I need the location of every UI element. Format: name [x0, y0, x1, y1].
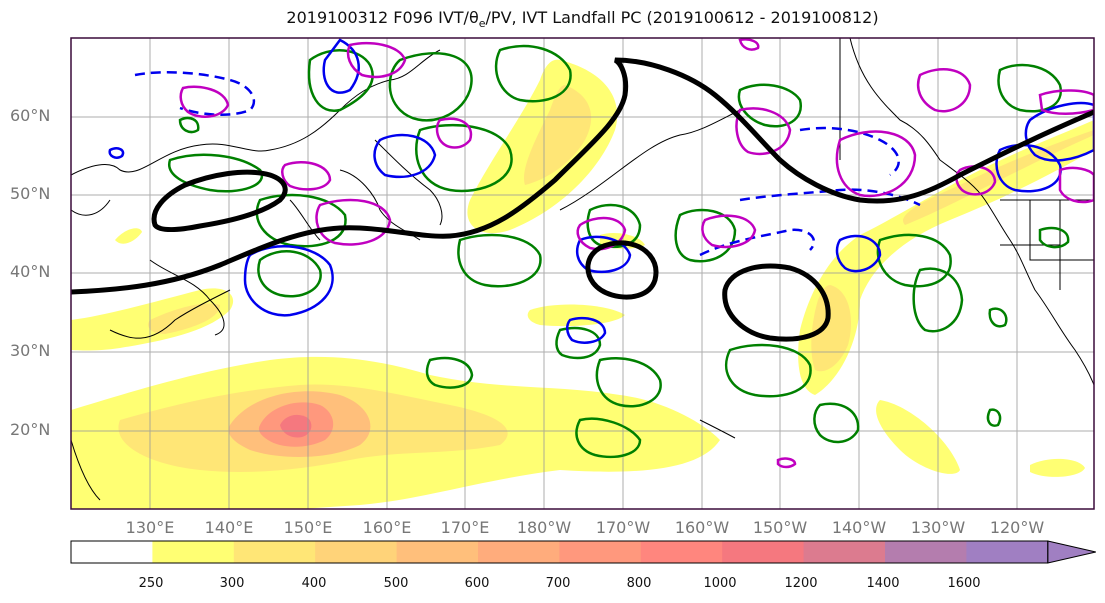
lon-label-150w: 150°W	[752, 518, 808, 537]
colorbar	[70, 540, 1096, 564]
lon-label-120w: 120°W	[989, 518, 1045, 537]
colorbar-segment	[478, 541, 560, 563]
lon-label-160w: 160°W	[674, 518, 730, 537]
lat-label-40n: 40°N	[10, 262, 51, 281]
colorbar-tick-1600: 1600	[947, 576, 981, 591]
colorbar-extend-arrow	[1047, 540, 1096, 564]
colorbar-segment	[71, 541, 153, 563]
lon-label-160e: 160°E	[362, 518, 412, 537]
theta-e-contours	[168, 44, 1070, 459]
colorbar-segment	[640, 541, 723, 563]
colorbar-segment	[315, 541, 398, 563]
lon-label-140w: 140°W	[831, 518, 887, 537]
colorbar-tick-500: 500	[383, 576, 409, 591]
colorbar-tick-250: 250	[138, 576, 164, 591]
lon-label-170w: 170°W	[595, 518, 651, 537]
colorbar-segment	[885, 541, 967, 563]
lat-label-60n: 60°N	[10, 106, 51, 125]
colorbar-segment	[966, 541, 1049, 563]
pv-dashed-contours	[134, 71, 921, 257]
pc-contours	[71, 57, 1094, 342]
title-theta-sub: e	[478, 17, 486, 31]
lat-label-50n: 50°N	[10, 184, 51, 203]
colorbar-segment	[233, 541, 316, 563]
lon-label-150e: 150°E	[283, 518, 333, 537]
ivt-shading	[71, 59, 1094, 509]
colorbar-segment	[722, 541, 805, 563]
colorbar-tick-1200: 1200	[784, 576, 818, 591]
colorbar-tick-700: 700	[545, 576, 571, 591]
title-prefix: 2019100312 F096 IVT/	[286, 8, 469, 27]
colorbar-tick-600: 600	[464, 576, 490, 591]
colorbar-tick-1000: 1000	[703, 576, 737, 591]
colorbar-segment	[559, 541, 642, 563]
figure-title: 2019100312 F096 IVT/θe/PV, IVT Landfall …	[0, 8, 1105, 30]
colorbar-segment	[152, 541, 235, 563]
lon-label-140e: 140°E	[204, 518, 254, 537]
lat-label-20n: 20°N	[10, 420, 51, 439]
colorbar-tick-400: 400	[301, 576, 327, 591]
title-suffix: /PV, IVT Landfall PC (2019100612 - 20191…	[485, 8, 879, 27]
colorbar-outline	[70, 540, 1049, 564]
colorbar-tick-1400: 1400	[866, 576, 900, 591]
lon-label-130e: 130°E	[125, 518, 175, 537]
lon-label-170e: 170°E	[440, 518, 490, 537]
colorbar-tick-800: 800	[626, 576, 652, 591]
lat-label-30n: 30°N	[10, 341, 51, 360]
lon-label-130w: 130°W	[910, 518, 966, 537]
title-theta: θ	[468, 8, 479, 27]
colorbar-segment	[396, 541, 479, 563]
map-frame	[70, 37, 1095, 510]
colorbar-tick-300: 300	[219, 576, 245, 591]
colorbar-segment	[803, 541, 886, 563]
map-panel	[71, 38, 1094, 509]
lon-label-180w: 180°W	[516, 518, 572, 537]
